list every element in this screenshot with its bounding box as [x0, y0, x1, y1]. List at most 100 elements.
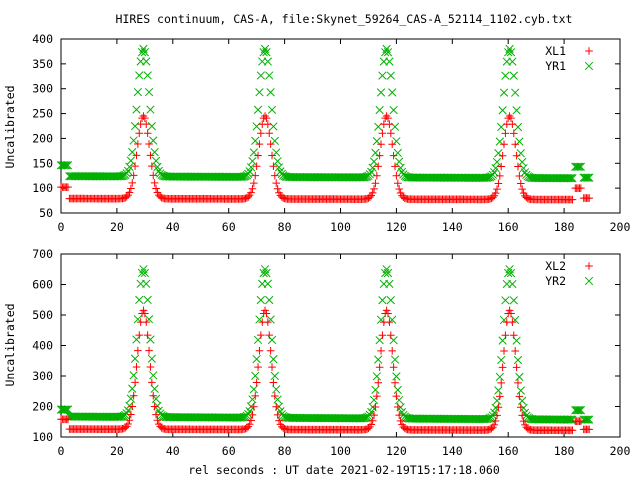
- data-point: [130, 121, 140, 131]
- data-point: [395, 411, 403, 419]
- data-point: [269, 162, 278, 171]
- data-point: [267, 105, 277, 115]
- data-point: [131, 162, 139, 170]
- x-tick-label: 120: [386, 220, 407, 234]
- x-tick-label: 20: [110, 444, 124, 458]
- data-point: [385, 57, 394, 66]
- data-point: [384, 309, 392, 318]
- data-point: [374, 378, 383, 387]
- data-point: [575, 406, 584, 415]
- data-point: [272, 385, 281, 394]
- data-point: [145, 346, 153, 355]
- data-point: [564, 415, 573, 424]
- data-point: [255, 346, 264, 355]
- data-point: [238, 413, 247, 422]
- data-point: [585, 194, 594, 202]
- legend-label: YR1: [545, 59, 566, 73]
- data-point: [370, 185, 378, 193]
- x-tick-label: 200: [610, 444, 631, 458]
- data-point: [146, 151, 155, 160]
- data-point: [497, 355, 506, 365]
- data-point: [495, 372, 504, 382]
- data-point: [149, 371, 158, 380]
- data-point: [370, 411, 378, 419]
- data-point: [62, 405, 71, 414]
- data-point: [506, 268, 516, 278]
- data-point: [494, 386, 503, 395]
- data-point: [506, 48, 516, 57]
- y-tick-label: 500: [32, 308, 53, 322]
- x-tick-label: 140: [442, 220, 463, 234]
- y-tick-label: 300: [32, 82, 53, 96]
- data-point: [269, 355, 278, 364]
- data-point: [368, 416, 377, 425]
- y-tick-label: 700: [32, 247, 53, 261]
- data-point: [131, 378, 139, 387]
- data-point: [275, 416, 283, 425]
- x-tick-label: 200: [610, 220, 631, 234]
- x-tick-label: 60: [222, 444, 236, 458]
- data-point: [365, 170, 375, 179]
- series-XL1: [57, 112, 594, 204]
- x-tick-label: 20: [110, 220, 124, 234]
- data-point: [372, 372, 381, 381]
- data-point: [371, 385, 380, 395]
- data-point: [576, 162, 586, 171]
- data-point: [378, 71, 387, 80]
- data-point: [269, 378, 278, 387]
- data-point: [149, 171, 158, 180]
- data-point: [367, 420, 376, 429]
- data-point: [122, 409, 131, 418]
- data-point: [493, 411, 501, 420]
- data-point: [153, 416, 162, 425]
- data-point: [512, 151, 521, 160]
- data-point: [252, 354, 261, 364]
- data-point: [375, 363, 384, 372]
- x-tick-label: 180: [554, 220, 575, 234]
- data-point: [376, 88, 386, 97]
- x-tick-label: 80: [278, 220, 292, 234]
- data-point: [122, 192, 131, 201]
- data-point: [62, 161, 71, 170]
- data-point: [373, 171, 381, 180]
- data-point: [251, 136, 260, 145]
- data-point: [271, 171, 279, 180]
- data-point: [498, 363, 507, 372]
- data-point: [152, 410, 160, 419]
- data-point: [266, 140, 275, 148]
- data-point: [501, 71, 510, 80]
- data-point: [150, 147, 159, 157]
- data-point: [130, 354, 140, 363]
- data-point: [133, 87, 143, 97]
- data-point: [509, 296, 518, 305]
- data-point: [375, 151, 384, 160]
- data-point: [508, 57, 517, 66]
- data-point: [273, 184, 282, 193]
- x-tick-label: 100: [330, 220, 351, 234]
- data-point: [568, 174, 577, 183]
- data-point: [150, 402, 159, 411]
- data-point: [395, 185, 403, 193]
- data-point: [378, 129, 387, 138]
- data-point: [375, 105, 384, 115]
- data-point: [580, 415, 590, 424]
- plot-frame: [60, 38, 621, 214]
- data-point: [483, 414, 492, 424]
- data-point: [508, 318, 517, 326]
- data-point: [385, 318, 394, 326]
- top-plot-panel: 0 20 40 60 80 100 120 140 160 180 200 50 100 150 200 25…: [32, 32, 630, 234]
- data-point: [393, 385, 402, 395]
- data-point: [516, 403, 525, 412]
- data-point: [129, 171, 138, 180]
- data-point: [150, 179, 159, 187]
- data-point: [573, 406, 583, 415]
- data-point: [498, 106, 507, 115]
- data-point: [389, 363, 398, 372]
- y-tick-label: 200: [32, 400, 53, 414]
- data-point: [149, 136, 158, 145]
- data-point: [508, 120, 517, 129]
- data-point: [377, 347, 385, 355]
- legend-label: XL2: [545, 259, 566, 273]
- x-tick-label: 80: [278, 444, 292, 458]
